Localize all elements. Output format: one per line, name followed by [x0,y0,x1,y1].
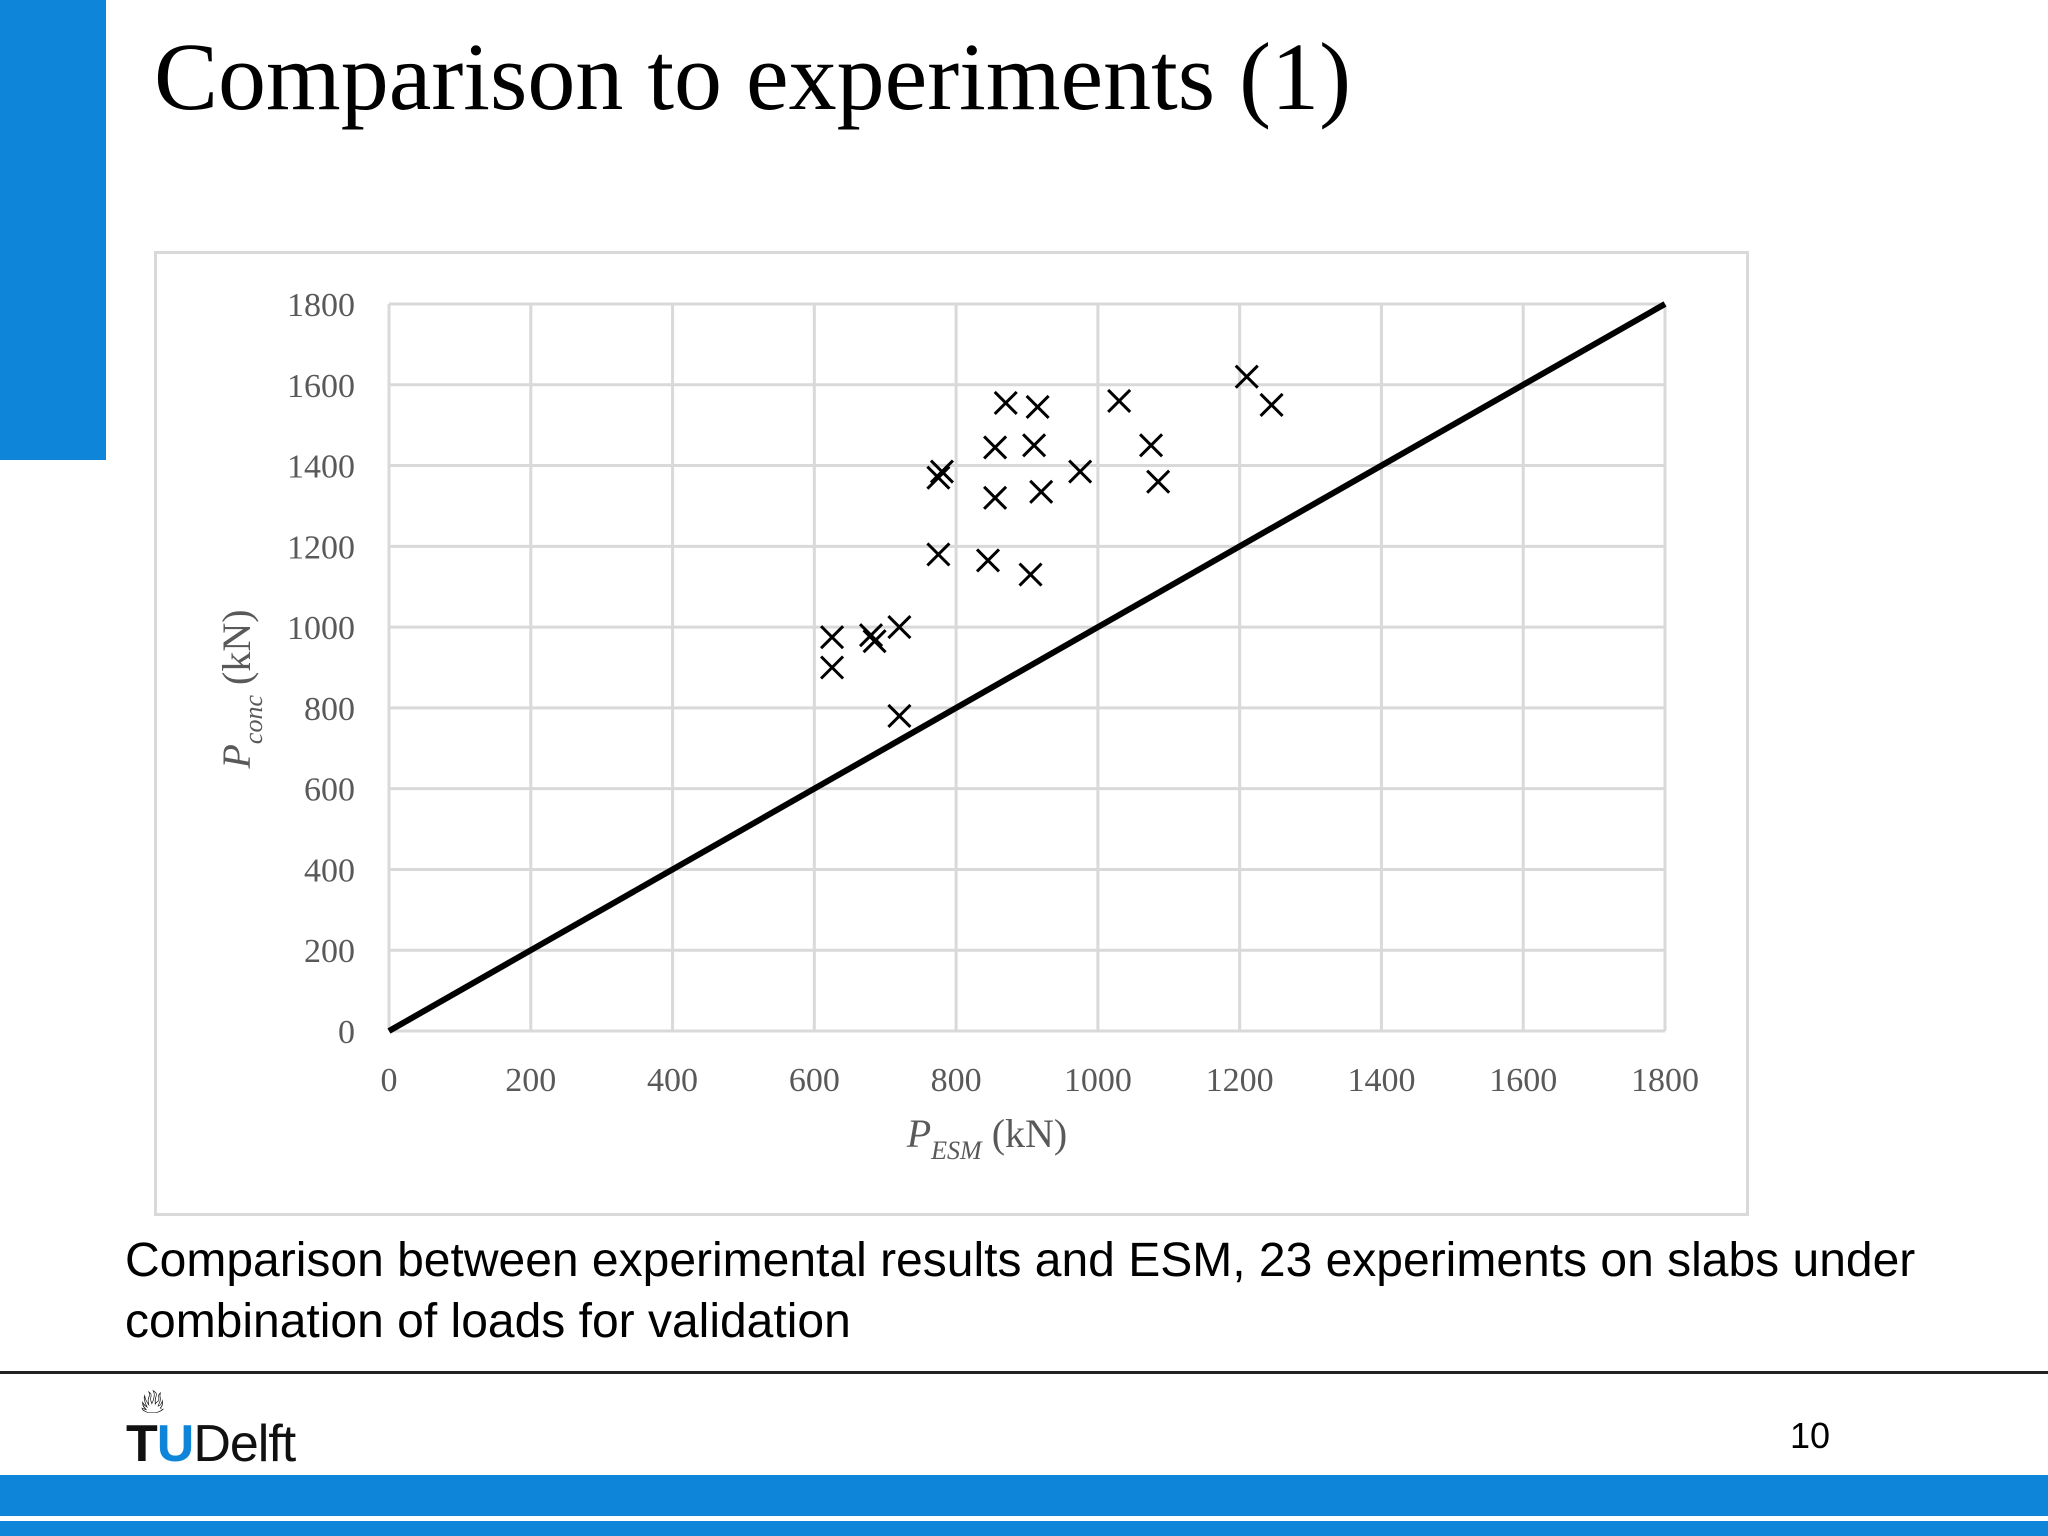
data-point-x [862,629,887,654]
y-axis-title: Pconc(kN) [214,609,268,769]
chart-grid [387,302,1667,1033]
data-point-x [819,625,845,650]
chart-frame: 0 200 400 600 800 1000 1200 1400 1600 1800 0 200 40… [154,251,1749,1216]
y-tick-labels: 0 200 400 600 800 1000 1200 1400 1600 1800 [287,287,355,1051]
data-point-x [929,459,954,484]
reference-line [387,301,1667,1034]
data-points [819,364,1284,729]
data-point-x [1234,364,1259,389]
data-point-x [975,548,1001,573]
data-point-x [1259,392,1284,418]
data-point-x [1022,433,1047,458]
data-point-x [1068,459,1093,484]
flame-icon: 🔥︎ [140,1382,165,1422]
accent-bar [0,0,106,460]
y-tick-label: 0 [338,1014,355,1051]
x-tick-label: 200 [505,1062,556,1099]
x-tick-label: 1200 [1206,1062,1274,1099]
y-tick-label: 1200 [287,529,355,566]
data-point-x [926,542,951,567]
x-tick-label: 0 [381,1062,398,1099]
data-point-x [983,435,1008,460]
x-tick-label: 1800 [1631,1062,1699,1099]
data-point-x [1025,394,1050,420]
y-tick-label: 1000 [287,610,355,647]
y-tick-label: 1600 [287,368,355,405]
y-tick-label: 1800 [287,287,355,324]
data-point-x [993,390,1018,416]
x-tick-label: 1600 [1489,1062,1557,1099]
data-point-x [1146,469,1171,494]
logo-wordmark: TUDelft [126,1415,296,1473]
x-tick-label: 800 [931,1062,982,1099]
data-point-x [819,655,845,680]
data-point-x [887,703,912,729]
page-number: 10 [1790,1415,1831,1456]
y-tick-label: 1400 [287,449,355,486]
data-point-x [887,615,912,640]
x-axis-title: PESM (kN) [906,1111,1068,1165]
scatter-chart: 0 200 400 600 800 1000 1200 1400 1600 1800 0 200 40… [214,287,1700,1165]
data-point-x [1138,433,1164,458]
y-tick-label: 600 [304,772,355,809]
y-tick-label: 400 [304,852,355,889]
data-point-x [1107,388,1132,413]
x-tick-label: 1000 [1064,1062,1132,1099]
data-point-x [858,623,884,648]
footer-divider [0,1371,2048,1374]
bottom-band-thin [0,1521,2048,1536]
slide-caption: Comparison between experimental results … [125,1234,1916,1348]
y-tick-label: 800 [304,691,355,728]
tu-delft-logo: 🔥︎ TUDelft [126,1382,356,1473]
x-tick-labels: 0 200 400 600 800 1000 1200 1400 1600 1800 [381,1062,1700,1099]
x-tick-label: 600 [789,1062,840,1099]
bottom-band [0,1475,2048,1516]
data-point-x [983,485,1008,510]
x-tick-label: 400 [647,1062,698,1099]
data-point-x [1018,562,1043,587]
x-tick-label: 1400 [1347,1062,1415,1099]
y-tick-label: 200 [304,933,355,970]
data-point-x [1029,479,1054,504]
slide-title: Comparison to experiments (1) [154,23,1352,130]
data-point-x [926,465,951,490]
